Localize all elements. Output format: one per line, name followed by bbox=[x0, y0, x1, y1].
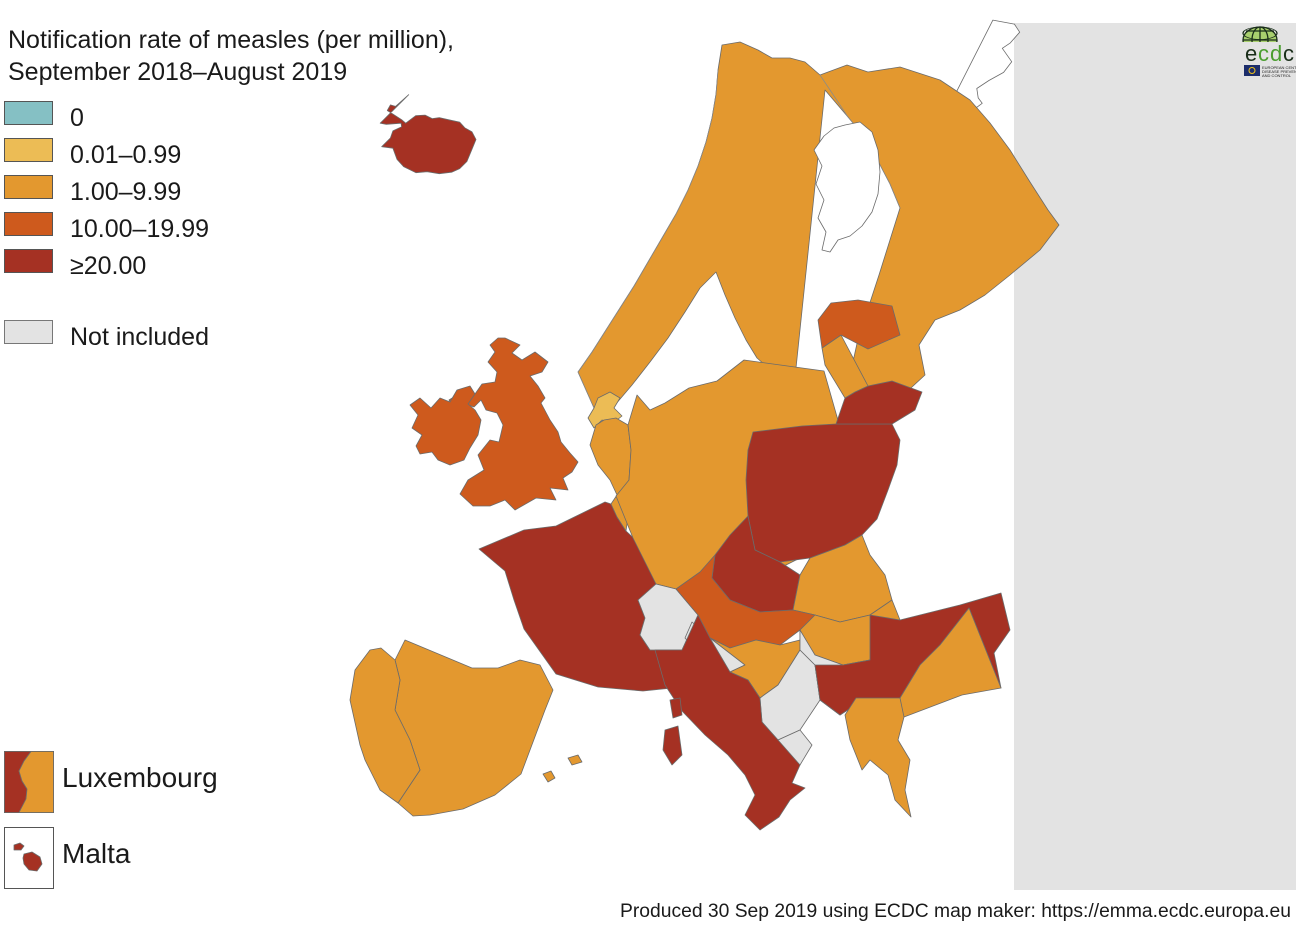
svg-text:c: c bbox=[1258, 41, 1269, 66]
svg-text:AND CONTROL: AND CONTROL bbox=[1262, 73, 1292, 78]
svg-text:d: d bbox=[1270, 41, 1282, 66]
svg-text:c: c bbox=[1283, 41, 1294, 66]
svg-text:e: e bbox=[1245, 41, 1257, 66]
